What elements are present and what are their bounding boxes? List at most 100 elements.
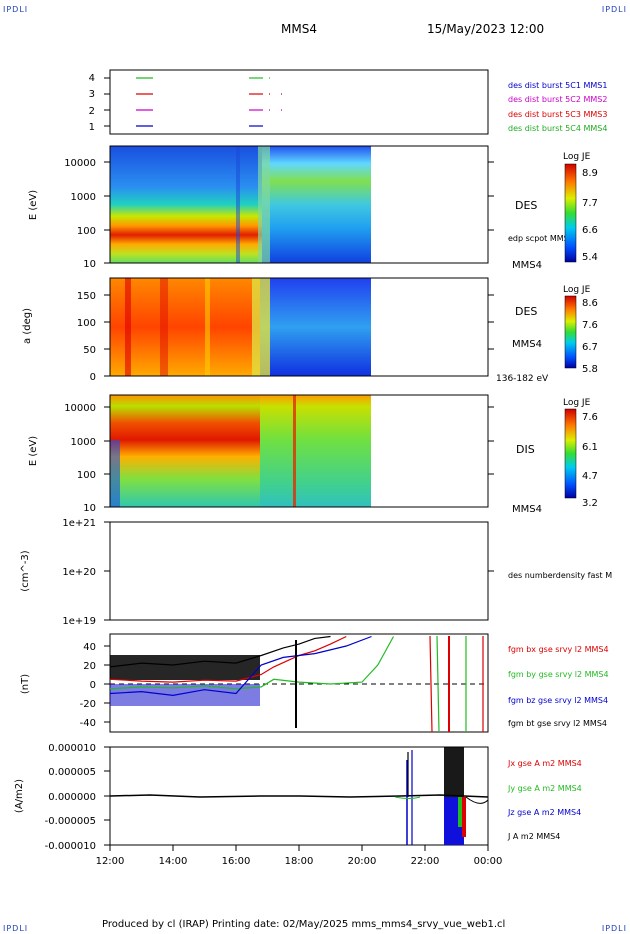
burst-panel: 4 3 2 1 des dist burst 5C1 MMS1 des dist… — [89, 69, 607, 135]
corner-label: IPDLI — [3, 5, 29, 14]
des-energy-panel: 10000 1000 100 10 E (eV) DES edp scpot M… — [28, 145, 598, 271]
colorbar — [564, 163, 577, 263]
y-tick-label: 1e+20 — [62, 567, 96, 578]
y-tick-label: 1e+21 — [62, 518, 96, 529]
y-tick-label: 4 — [89, 73, 95, 84]
y-tick-label: 100 — [77, 470, 96, 481]
y-tick-label: 10000 — [64, 403, 96, 414]
fgm-panel: 40 20 0 -20 -40 (nT) fgm bx gse srvy l2 … — [20, 633, 609, 733]
y-tick-label: 0 — [90, 372, 96, 383]
colorbar-tick: 5.4 — [582, 252, 598, 263]
y-tick-label: 1e+19 — [62, 616, 96, 627]
y-tick-label: -20 — [80, 699, 96, 710]
colorbar-tick: 5.8 — [582, 364, 598, 375]
overlay-label: edp scpot MMS4 — [508, 234, 574, 243]
instrument-label: DES — [515, 199, 537, 212]
dis-energy-panel: 10000 1000 100 10 E (eV) DIS MMS4 Log JE… — [28, 394, 598, 515]
current-legend-entry: J A m2 MMS4 — [507, 832, 560, 841]
y-tick-label: 150 — [77, 291, 96, 302]
colorbar — [564, 408, 577, 499]
y-tick-label: 1000 — [71, 192, 96, 203]
y-tick-label: 100 — [77, 318, 96, 329]
corner-label: IPDLI — [3, 924, 29, 933]
burst-legend-entry: des dist burst 5C1 MMS1 — [508, 81, 607, 90]
y-axis-label: (cm^-3) — [20, 550, 31, 591]
y-tick-label: 20 — [83, 661, 96, 672]
colorbar-tick: 6.1 — [582, 442, 598, 453]
burst-legend-entry: des dist burst 5C3 MMS3 — [508, 110, 607, 119]
spacecraft-label: MMS4 — [512, 339, 542, 350]
current-legend-entry: Jz gse A m2 MMS4 — [507, 808, 581, 817]
y-tick-label: 0 — [90, 680, 96, 691]
fgm-series-line — [110, 635, 347, 683]
y-tick-label: 3 — [89, 89, 95, 100]
colorbar-tick: 8.6 — [582, 298, 598, 309]
colorbar-tick: 3.2 — [582, 498, 598, 509]
y-tick-label: 1000 — [71, 437, 96, 448]
current-legend-entry: Jx gse A m2 MMS4 — [507, 759, 582, 768]
density-legend: des numberdensity fast M — [508, 571, 612, 580]
fgm-legend-entry: fgm by gse srvy l2 MMS4 — [508, 670, 609, 679]
colorbar-tick: 6.7 — [582, 342, 598, 353]
instrument-label: DIS — [516, 443, 535, 456]
x-tick-label: 14:00 — [159, 856, 188, 867]
colorbar — [564, 295, 577, 369]
spacecraft-label: MMS4 — [512, 260, 542, 271]
colorbar-tick: 6.6 — [582, 225, 598, 236]
fgm-legend-entry: fgm bt gse srvy l2 MMS4 — [508, 719, 607, 728]
x-tick-label: 12:00 — [96, 856, 125, 867]
y-tick-label: 0.000000 — [48, 792, 96, 803]
colorbar-tick: 4.7 — [582, 471, 598, 482]
des-pitch-panel: 150 100 50 0 a (deg) DES MMS4 136-182 eV… — [22, 277, 598, 384]
x-tick-label: 22:00 — [411, 856, 440, 867]
y-axis-label: a (deg) — [22, 308, 33, 344]
x-tick-label: 16:00 — [222, 856, 251, 867]
instrument-label: DES — [515, 305, 537, 318]
burst-legend-entry: des dist burst 5C2 MMS2 — [508, 95, 607, 104]
colorbar-title: Log JE — [563, 285, 591, 295]
x-tick-label: 18:00 — [285, 856, 314, 867]
y-tick-label: -0.000010 — [45, 841, 96, 852]
datetime-title: 15/May/2023 12:00 — [427, 22, 545, 36]
corner-label: IPDLI — [601, 5, 627, 14]
fgm-series-line — [110, 636, 395, 690]
y-tick-label: 10 — [83, 503, 96, 514]
x-tick-label: 00:00 — [474, 856, 503, 867]
burst-legend-entry: des dist burst 5C4 MMS4 — [508, 124, 607, 133]
y-tick-label: 10 — [83, 259, 96, 270]
fgm-series-line — [110, 635, 372, 697]
colorbar-tick: 7.7 — [582, 198, 598, 209]
x-tick-label: 20:00 — [348, 856, 377, 867]
spacecraft-title: MMS4 — [281, 22, 317, 36]
colorbar-title: Log JE — [563, 398, 591, 408]
density-panel: 1e+21 1e+20 1e+19 (cm^-3) des numberdens… — [20, 518, 612, 627]
spacecraft-label: MMS4 — [512, 504, 542, 515]
y-tick-label: 0.000005 — [48, 767, 96, 778]
y-axis-label: E (eV) — [28, 190, 39, 220]
y-tick-label: -0.000005 — [45, 816, 96, 827]
colorbar-tick: 8.9 — [582, 168, 598, 179]
plot-canvas: 4 3 2 1 des dist burst 5C1 MMS1 des dist… — [14, 69, 612, 867]
current-legend-entry: Jy gse A m2 MMS4 — [507, 784, 582, 793]
fgm-series-line — [110, 635, 331, 668]
footer-text: Produced by cl (IRAP) Printing date: 02/… — [102, 919, 506, 930]
corner-label: IPDLI — [601, 924, 627, 933]
colorbar-tick: 7.6 — [582, 412, 598, 423]
energy-range-label: 136-182 eV — [496, 374, 549, 384]
y-tick-label: 2 — [89, 106, 95, 117]
y-tick-label: 50 — [83, 345, 96, 356]
y-axis-label: E (eV) — [28, 436, 39, 466]
y-axis-label: (A/m2) — [14, 779, 25, 813]
y-tick-label: 40 — [83, 642, 96, 653]
fgm-legend-entry: fgm bz gse srvy l2 MMS4 — [508, 696, 608, 705]
x-axis: 12:00 14:00 16:00 18:00 20:00 22:00 00:00 — [96, 845, 503, 867]
fgm-legend-entry: fgm bx gse srvy l2 MMS4 — [508, 645, 609, 654]
colorbar-tick: 7.6 — [582, 320, 598, 331]
current-panel: 0.000010 0.000005 0.000000 -0.000005 -0.… — [14, 743, 582, 852]
y-tick-label: -40 — [80, 718, 96, 729]
y-tick-label: 0.000010 — [48, 743, 96, 754]
colorbar-title: Log JE — [563, 152, 591, 162]
y-tick-label: 1 — [89, 122, 95, 133]
y-axis-label: (nT) — [20, 674, 31, 694]
y-tick-label: 10000 — [64, 158, 96, 169]
